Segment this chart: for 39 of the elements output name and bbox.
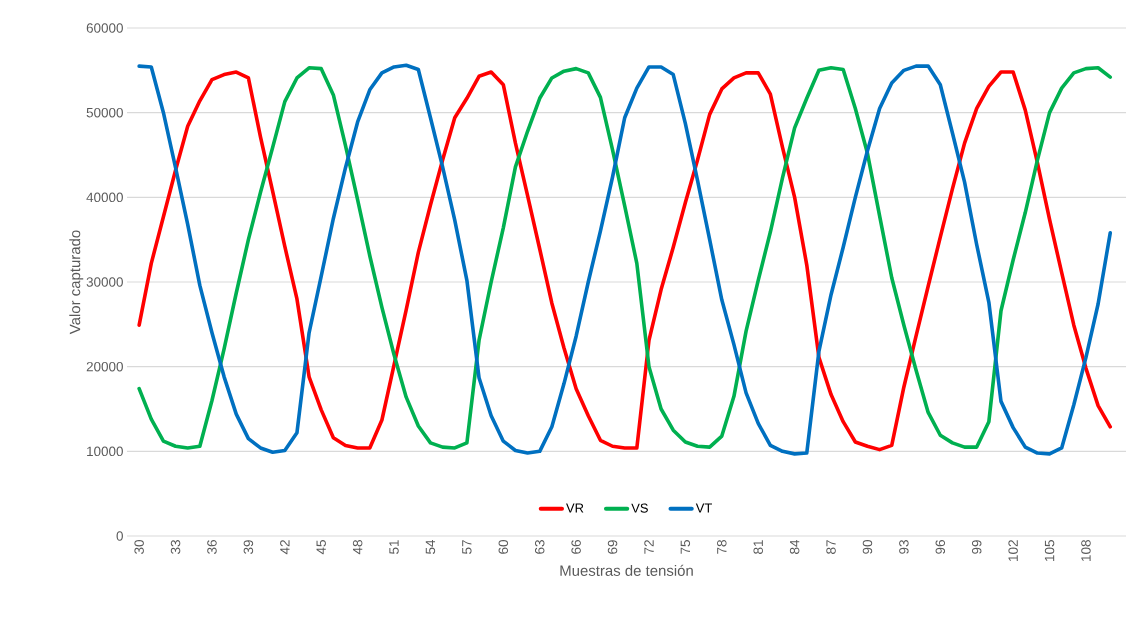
- x-tick-label: 87: [826, 540, 836, 554]
- x-tick-label: 63: [534, 540, 545, 554]
- x-tick-label: 36: [207, 540, 217, 554]
- x-tick-label: 42: [280, 540, 290, 555]
- x-tick-label: 33: [170, 540, 181, 554]
- x-tick-label: 105: [1044, 540, 1055, 561]
- legend-label: VR: [566, 503, 584, 513]
- x-tick-label: 84: [789, 539, 800, 554]
- y-tick-label: 60000: [86, 23, 123, 33]
- y-axis-title: Valor capturado: [69, 230, 84, 335]
- x-tick-label: 51: [389, 540, 399, 554]
- legend-label: VT: [695, 503, 712, 513]
- x-tick-label: 90: [862, 540, 873, 554]
- x-tick-label: 45: [316, 540, 326, 555]
- y-tick-label: 40000: [86, 192, 123, 203]
- x-axis-title: Muestras de tensión: [560, 564, 693, 576]
- x-tick-label: 96: [935, 540, 946, 554]
- x-tick-label: 108: [1081, 540, 1091, 561]
- x-tick-label: 99: [971, 540, 982, 554]
- x-tick-label: 60: [498, 540, 509, 554]
- x-tick-label: 39: [243, 540, 254, 554]
- x-tick-label: 93: [899, 540, 909, 554]
- x-tick-label: 66: [571, 540, 581, 554]
- x-tick-label: 57: [462, 540, 472, 554]
- y-tick-label: 30000: [86, 277, 123, 287]
- y-tick-label: 10000: [87, 446, 123, 457]
- x-tick-label: 69: [607, 540, 618, 554]
- x-tick-label: 30: [134, 540, 144, 554]
- x-tick-label: 102: [1008, 540, 1018, 561]
- x-tick-label: 48: [352, 540, 363, 555]
- x-tick-label: 54: [425, 539, 436, 554]
- y-tick-label: 20000: [86, 361, 123, 372]
- x-tick-label: 75: [680, 540, 691, 554]
- x-tick-label: 72: [644, 540, 654, 554]
- legend-label: VS: [631, 503, 648, 513]
- y-tick-label: 50000: [86, 107, 123, 118]
- x-tick-label: 78: [717, 540, 727, 554]
- x-tick-label: 81: [753, 540, 763, 554]
- y-tick-label: 0: [116, 531, 123, 541]
